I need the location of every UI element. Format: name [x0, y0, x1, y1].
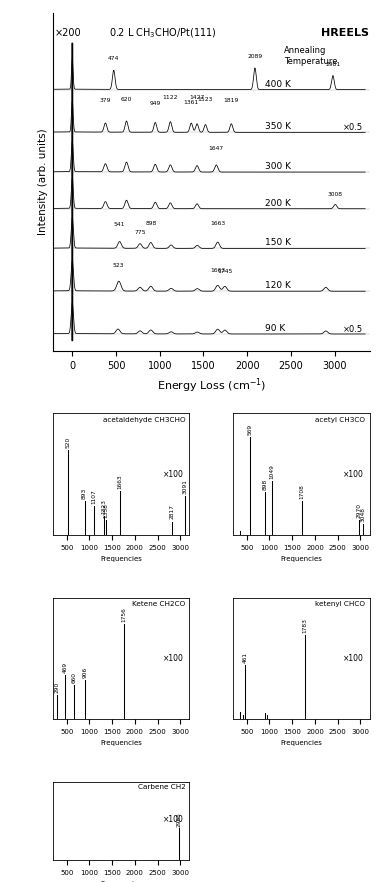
Text: Carbene CH2: Carbene CH2 — [138, 784, 185, 790]
Text: 1647: 1647 — [209, 146, 224, 151]
Text: 906: 906 — [83, 667, 88, 678]
Text: 1819: 1819 — [224, 99, 239, 103]
Text: 2965: 2965 — [176, 812, 181, 826]
Text: 3048: 3048 — [360, 506, 365, 521]
Text: 1745: 1745 — [217, 269, 233, 274]
X-axis label: Frequencies: Frequencies — [280, 557, 322, 562]
Text: HREELS: HREELS — [321, 28, 369, 38]
Text: 1361: 1361 — [184, 100, 199, 105]
Text: acetyl CH3CO: acetyl CH3CO — [315, 417, 365, 423]
Text: 379: 379 — [100, 99, 111, 103]
Text: acetaldehyde CH3CHO: acetaldehyde CH3CHO — [103, 417, 185, 423]
Text: 3008: 3008 — [328, 191, 343, 197]
Text: 1122: 1122 — [163, 95, 178, 101]
Text: 120 K: 120 K — [265, 281, 290, 290]
Text: 949: 949 — [150, 101, 161, 107]
Text: 0.2 L CH$_3$CHO/Pt(111): 0.2 L CH$_3$CHO/Pt(111) — [109, 26, 217, 40]
Text: 469: 469 — [63, 662, 68, 673]
Text: 200 K: 200 K — [265, 198, 290, 207]
X-axis label: Frequencies: Frequencies — [280, 740, 322, 746]
Text: 1663: 1663 — [117, 474, 122, 489]
Text: 150 K: 150 K — [265, 238, 291, 248]
Text: 520: 520 — [65, 437, 70, 448]
Text: ×100: ×100 — [163, 654, 183, 662]
Text: 660: 660 — [72, 672, 77, 683]
Text: ×200: ×200 — [55, 28, 81, 38]
Text: 620: 620 — [121, 97, 132, 101]
Text: 898: 898 — [145, 220, 157, 226]
Text: 350 K: 350 K — [265, 123, 291, 131]
Text: 290: 290 — [55, 682, 60, 693]
Text: 775: 775 — [134, 229, 146, 235]
Text: 1663: 1663 — [210, 220, 225, 226]
Text: 1663: 1663 — [210, 268, 225, 273]
Text: 2089: 2089 — [247, 54, 263, 59]
X-axis label: Frequencies: Frequencies — [100, 740, 142, 746]
Text: 1358: 1358 — [103, 504, 108, 519]
Text: ×100: ×100 — [343, 654, 363, 662]
Text: 1756: 1756 — [121, 608, 126, 622]
Text: Ketene CH2CO: Ketene CH2CO — [132, 602, 185, 607]
Text: 2817: 2817 — [169, 505, 175, 519]
Text: 898: 898 — [262, 478, 267, 490]
Text: ×100: ×100 — [343, 469, 363, 479]
X-axis label: Energy Loss (cm$^{-1}$): Energy Loss (cm$^{-1}$) — [157, 376, 266, 394]
Text: ×0.5: ×0.5 — [342, 123, 363, 132]
Text: 90 K: 90 K — [265, 324, 285, 333]
Text: 1708: 1708 — [299, 484, 304, 499]
Text: 3091: 3091 — [182, 479, 187, 494]
Text: 474: 474 — [108, 56, 119, 61]
Text: ×100: ×100 — [163, 815, 183, 825]
Text: ×0.5: ×0.5 — [342, 325, 363, 333]
Text: 893: 893 — [82, 488, 87, 499]
Text: 461: 461 — [243, 653, 247, 663]
Text: 400 K: 400 K — [265, 79, 290, 88]
Text: 569: 569 — [247, 424, 252, 435]
Text: 1323: 1323 — [102, 499, 106, 514]
Text: 1049: 1049 — [269, 465, 274, 479]
Text: ketenyl CHCO: ketenyl CHCO — [315, 602, 365, 607]
Text: 1427: 1427 — [190, 95, 205, 101]
Text: 1783: 1783 — [302, 617, 308, 632]
Text: ×100: ×100 — [163, 469, 183, 479]
Text: 523: 523 — [112, 264, 124, 268]
Text: 541: 541 — [114, 222, 125, 227]
Text: 2981: 2981 — [325, 62, 340, 67]
Text: 1107: 1107 — [92, 490, 97, 504]
Text: 300 K: 300 K — [265, 162, 291, 171]
Text: 2970: 2970 — [357, 504, 362, 519]
Text: Annealing
Temperature: Annealing Temperature — [284, 46, 337, 65]
Text: 1523: 1523 — [198, 97, 213, 101]
X-axis label: Frequencies: Frequencies — [100, 557, 142, 562]
Y-axis label: Intensity (arb. units): Intensity (arb. units) — [38, 129, 47, 235]
